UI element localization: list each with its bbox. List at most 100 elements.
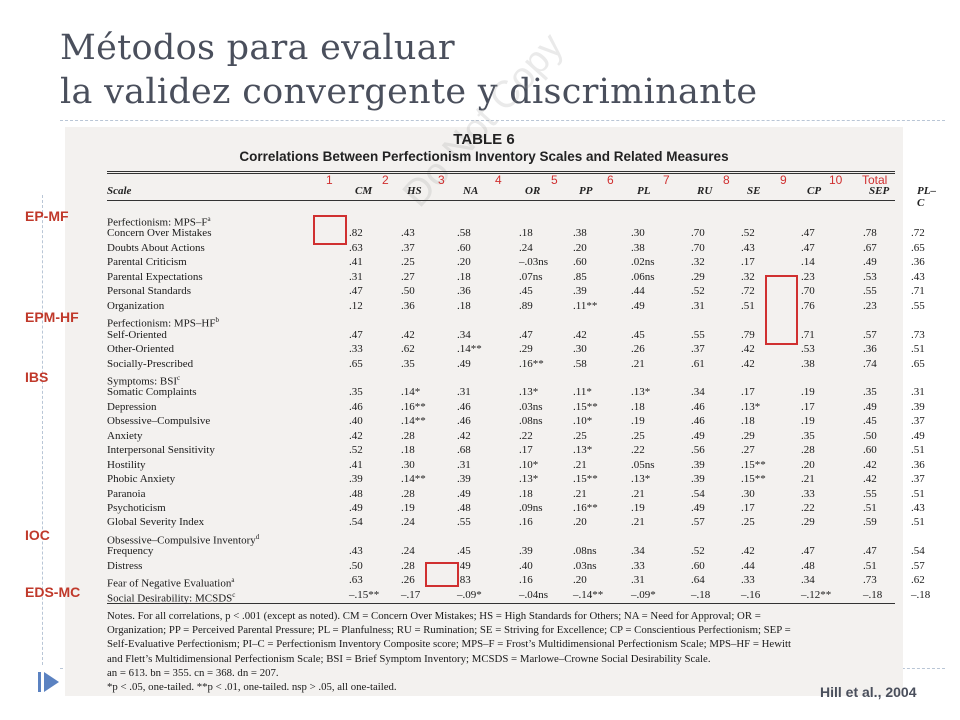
table-cell: .19 — [401, 502, 415, 514]
table-cell: .39 — [573, 285, 587, 298]
table-cell: .31 — [911, 386, 925, 399]
table-cell: .52 — [691, 285, 705, 298]
table-cell: .47 — [801, 241, 815, 254]
table-cell: .89 — [519, 299, 533, 312]
table-cell: .34 — [691, 386, 705, 399]
table-cell: .37 — [691, 343, 705, 356]
table-cell: .50 — [401, 285, 415, 298]
table-cell: .46 — [691, 415, 705, 428]
table-cell: .60 — [573, 256, 587, 269]
table-row: Parental Expectations .31 .27 .18 .07ns .85 .0… — [107, 270, 925, 283]
table-cell: –.03ns — [519, 256, 549, 269]
table-cell: .61 — [691, 357, 705, 370]
row-label-group: Perfectionism: MPS–HFb — [107, 314, 219, 330]
table-row: Frequency .43 .24 .45 .39 .08ns .34 .52 .42 .47 .4… — [107, 545, 925, 558]
table-cell: .24 — [401, 516, 415, 529]
table-cell: .57 — [863, 328, 877, 341]
table-cell: .08ns — [519, 415, 543, 428]
table-cell: .20 — [573, 574, 587, 587]
table-cell: .30 — [401, 458, 415, 471]
column-header: CP — [807, 185, 822, 197]
row-label: Parental Expectations — [107, 270, 203, 283]
row-label-group: Perfectionism: MPS–Fa — [107, 213, 211, 229]
note-line: Self-Evaluative Perfectionism; PI–C = Pe… — [107, 638, 792, 651]
table-cell: .12 — [349, 299, 363, 312]
table-cell: .41 — [349, 256, 363, 269]
table-cell: .46 — [457, 415, 471, 428]
column-header: HS — [407, 185, 422, 197]
table-cell: .10* — [573, 415, 593, 428]
table-cell: .50 — [349, 559, 363, 572]
highlight-box-cm — [313, 215, 347, 245]
table-title: Correlations Between Perfectionism Inven… — [239, 149, 729, 164]
table-cell: .42 — [741, 357, 755, 370]
table-cell: .31 — [691, 299, 705, 312]
table-cell: .60 — [691, 559, 705, 572]
table-cell: .83 — [457, 574, 471, 587]
table-cell: .49 — [911, 429, 925, 442]
slide-title-line-1: Métodos para evaluar — [60, 28, 455, 68]
column-header: SEP — [869, 185, 890, 197]
table-cell: .39 — [457, 473, 471, 486]
table-cell: .65 — [911, 241, 925, 254]
row-label: Perfectionism: MPS–F — [107, 216, 208, 229]
table-cell: .71 — [911, 285, 925, 298]
table-cell: .68 — [457, 444, 471, 457]
table-cell: .37 — [911, 473, 925, 486]
table-cell: .41 — [349, 458, 363, 471]
table-cell: .13* — [741, 400, 761, 413]
table-row: Global Severity Index .54 .24 .55 .16 .20 .21.… — [107, 516, 925, 529]
table-cell: .43 — [911, 502, 925, 514]
table-cell: .51 — [911, 487, 925, 500]
table-cell: .48 — [801, 559, 815, 572]
table-cell: .17 — [801, 400, 815, 413]
table-number: TABLE 6 — [453, 131, 515, 148]
note-line: Organization; PP = Perceived Parental Pr… — [107, 624, 791, 637]
table-cell: .67 — [863, 241, 877, 254]
table-cell: .23 — [801, 270, 815, 283]
table-cell: .43 — [349, 545, 363, 558]
table-cell: .54 — [349, 516, 363, 529]
column-header: CM — [355, 185, 373, 197]
table-row: Paranoia .48 .28 .49 .18 .21 .21 .54 .30 .33 .55 .5… — [107, 487, 925, 500]
table-cell: .53 — [863, 270, 877, 283]
table-cell: .40 — [519, 559, 533, 572]
table-cell: .44 — [741, 559, 755, 572]
table-cell: .35 — [863, 386, 877, 399]
table-cell: .39 — [691, 473, 705, 486]
table-cell: .78 — [863, 227, 877, 240]
table-cell: .49 — [691, 502, 705, 514]
row-label: Concern Over Mistakes — [107, 227, 212, 240]
table-cell: .49 — [457, 487, 471, 500]
row-label: Other-Oriented — [107, 343, 174, 356]
table-cell: .30 — [573, 343, 587, 356]
table-cell: .60 — [457, 241, 471, 254]
table-row: Anxiety .42 .28 .42 .22 .25 .25 .49 .29 .35 .50 .49 — [107, 430, 925, 442]
row-label: Symptoms: BSI — [107, 375, 177, 388]
table-cell: .05ns — [631, 458, 655, 471]
table-row: Parental Criticism .41 .25 .20 –.03ns .60 .02n… — [107, 256, 925, 269]
table-cell: .15** — [573, 473, 598, 486]
row-label-group: Fear of Negative Evaluationa — [107, 574, 234, 590]
row-label: Socially-Prescribed — [107, 357, 194, 370]
table-cell: .49 — [863, 400, 877, 413]
table-cell: .35 — [349, 386, 363, 399]
table-cell: .38 — [801, 357, 815, 370]
table-cell: .26 — [401, 574, 415, 587]
table-cell: .15** — [573, 400, 598, 413]
row-label: Psychoticism — [107, 502, 166, 514]
column-number: 2 — [382, 173, 389, 187]
table-cell: .14 — [801, 256, 815, 269]
table-top-rule — [107, 171, 895, 172]
table-cell: .28 — [401, 487, 415, 500]
column-header: NA — [463, 185, 479, 197]
row-label-superscript: b — [215, 316, 219, 325]
row-label: Depression — [107, 400, 157, 413]
table-cell: .45 — [863, 415, 877, 428]
table-cell: .17 — [519, 444, 533, 457]
table-cell: .10* — [519, 458, 539, 471]
table-cell: .21 — [573, 487, 587, 500]
table-cell: .39 — [691, 458, 705, 471]
row-label: Phobic Anxiety — [107, 473, 176, 486]
table-cell: .33 — [631, 559, 645, 572]
